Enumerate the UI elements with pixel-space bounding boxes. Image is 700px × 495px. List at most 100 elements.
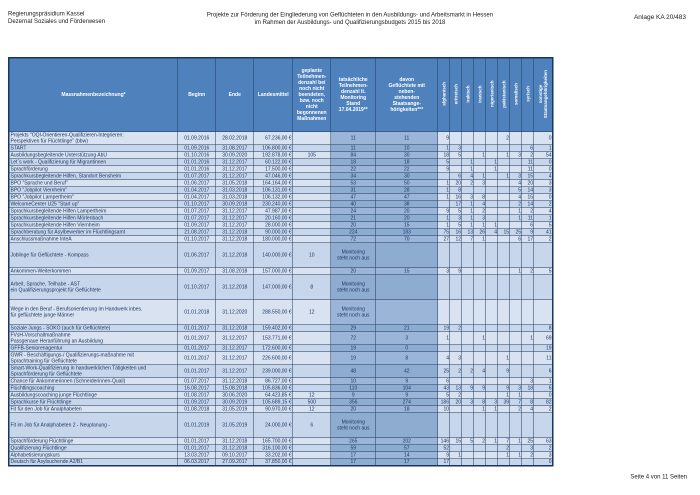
count-syrisch bbox=[521, 412, 534, 438]
count-pakistanisch bbox=[497, 165, 510, 173]
count-iranisch: 1 bbox=[473, 331, 486, 345]
end-date: 31.12.2017 bbox=[215, 158, 254, 166]
count-sonstige: 69 bbox=[533, 331, 553, 345]
state-funds: 106.800,00 € bbox=[253, 144, 293, 152]
planned-participants bbox=[292, 267, 331, 275]
count-eritreisch: 20 bbox=[449, 179, 462, 187]
state-funds: 47.046,00 € bbox=[253, 172, 293, 180]
refugee-count: 8 bbox=[375, 351, 438, 365]
count-syrisch: 11 bbox=[521, 165, 534, 173]
state-funds: 288.550,00 € bbox=[253, 299, 293, 325]
table-row: Arbeit, Sprache, Teilhabe - AST ein Qual… bbox=[8, 274, 553, 300]
count-somalisch bbox=[509, 458, 522, 466]
measure-name: START bbox=[8, 144, 178, 152]
state-funds: 106.131,00 € bbox=[253, 186, 293, 194]
count-pakistanisch bbox=[497, 207, 510, 215]
measure-name: Fit im Job für Analphabeten 2 - Neuplanu… bbox=[8, 412, 178, 438]
end-date: 31.12.2017 bbox=[215, 214, 254, 222]
begin-date: 01.01.2017 bbox=[177, 331, 216, 345]
count-iranisch: 8 bbox=[473, 398, 486, 406]
begin-date: 01.06.2017 bbox=[177, 242, 216, 268]
count-syrisch: 2 bbox=[521, 451, 534, 459]
count-syrisch: 14 bbox=[521, 186, 534, 194]
col-header-irakisch: irakisch bbox=[461, 57, 474, 132]
count-pakistanisch bbox=[497, 324, 510, 332]
count-iranisch bbox=[473, 451, 486, 459]
planned-participants: 10 bbox=[292, 242, 331, 268]
table-row: FVsH-Vorschaltmaßnahme Passgenaue Heranf… bbox=[8, 331, 553, 345]
count-somalisch: 1 bbox=[509, 267, 522, 275]
count-iranisch: 8 bbox=[473, 193, 486, 201]
table-row: Ankommen-Weiterkommen 01.09.2017 31.08.201… bbox=[8, 267, 553, 275]
count-somalisch bbox=[509, 444, 522, 452]
count-iranisch bbox=[473, 377, 486, 385]
actual-participants: 20 bbox=[330, 267, 376, 275]
refugee-count bbox=[375, 274, 438, 300]
end-date: 31.12.2018 bbox=[215, 242, 254, 268]
state-funds: 24.000,00 € bbox=[253, 412, 293, 438]
count-somalisch bbox=[509, 221, 522, 229]
count-iranisch bbox=[473, 444, 486, 452]
count-somalisch bbox=[509, 344, 522, 352]
count-pakistanisch bbox=[497, 186, 510, 194]
count-irakisch bbox=[461, 458, 474, 466]
count-somalisch: 6 bbox=[509, 235, 522, 243]
count-syrisch bbox=[521, 458, 534, 466]
planned-participants: 12 bbox=[292, 299, 331, 325]
begin-date: 01.09.2017 bbox=[177, 398, 216, 406]
actual-participants: 21 bbox=[330, 214, 376, 222]
state-funds: 157.000,00 € bbox=[253, 267, 293, 275]
count-irakisch bbox=[461, 324, 474, 332]
count-pakistanisch bbox=[497, 179, 510, 187]
count-afghanisch: 9 bbox=[437, 451, 450, 459]
count-pakistanisch: 1 bbox=[497, 391, 510, 399]
refugee-count: 38 bbox=[375, 200, 438, 208]
count-pakistanisch: 39 bbox=[497, 398, 510, 406]
count-iranisch bbox=[473, 186, 486, 194]
count-afghanisch: 18 bbox=[437, 151, 450, 159]
count-nigerianisch bbox=[485, 274, 498, 300]
planned-participants bbox=[292, 324, 331, 332]
count-afghanisch: 9 bbox=[437, 165, 450, 173]
count-afghanisch: 1 bbox=[437, 193, 450, 201]
col-header-actual: tatsächliche Teilnehmen- denzahl lt. Mon… bbox=[330, 57, 376, 132]
count-somalisch: 1 bbox=[509, 207, 522, 215]
count-nigerianisch: 1 bbox=[485, 221, 498, 229]
count-nigerianisch bbox=[485, 451, 498, 459]
count-syrisch: 2 bbox=[521, 207, 534, 215]
begin-date: 01.04.2017 bbox=[177, 186, 216, 194]
begin-date: 01.07.2017 bbox=[177, 377, 216, 385]
count-nigerianisch bbox=[485, 242, 498, 268]
count-eritreisch: 2 bbox=[449, 324, 462, 332]
count-iranisch bbox=[473, 458, 486, 466]
measure-name: GWR - Beschäftigungs-/ Qualifizierungs-m… bbox=[8, 351, 178, 365]
refugee-count bbox=[375, 242, 438, 268]
actual-participants: 72 bbox=[330, 331, 376, 345]
end-date: 31.12.2017 bbox=[215, 221, 254, 229]
count-nigerianisch bbox=[485, 384, 498, 392]
count-irakisch bbox=[461, 444, 474, 452]
count-sonstige: 5 bbox=[533, 267, 553, 275]
planned-participants bbox=[292, 131, 331, 145]
table-row: Projekts "OQI-Orientieren-Qualifizieren-… bbox=[8, 131, 553, 145]
count-pakistanisch bbox=[497, 267, 510, 275]
refugee-count: 15 bbox=[375, 221, 438, 229]
table-row: Sprachkursbegleitende Hilfen Viernheim 01… bbox=[8, 221, 553, 229]
refugee-count: 11 bbox=[375, 131, 438, 145]
count-afghanisch: 25 bbox=[437, 364, 450, 378]
count-eritreisch: 16 bbox=[449, 193, 462, 201]
refugee-count: 21 bbox=[375, 324, 438, 332]
refugee-count: 22 bbox=[375, 165, 438, 173]
count-somalisch: 2 bbox=[509, 405, 522, 413]
count-syrisch: 6 bbox=[521, 144, 534, 152]
end-date: 31.12.2017 bbox=[215, 364, 254, 378]
count-nigerianisch bbox=[485, 207, 498, 215]
state-funds: 47.987,00 € bbox=[253, 207, 293, 215]
count-somalisch: 1 bbox=[509, 451, 522, 459]
count-nigerianisch bbox=[485, 324, 498, 332]
count-eritreisch: 9 bbox=[449, 267, 462, 275]
count-irakisch bbox=[461, 331, 474, 345]
count-eritreisch bbox=[449, 458, 462, 466]
actual-participants: 22 bbox=[330, 165, 376, 173]
actual-participants: 17 bbox=[330, 458, 376, 466]
